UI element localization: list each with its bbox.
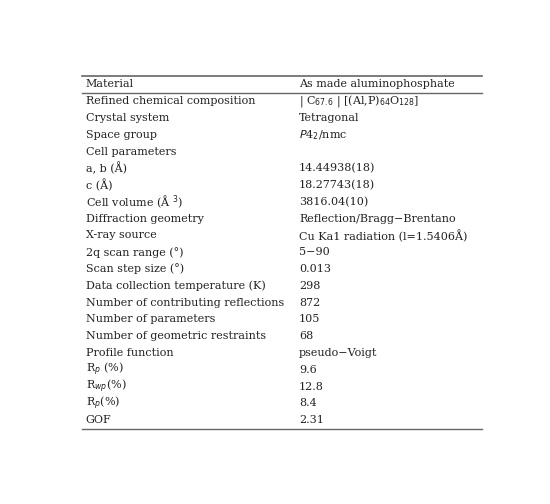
Text: R$_{p}$ (%): R$_{p}$ (%): [86, 361, 124, 379]
Text: Scan step size (°): Scan step size (°): [86, 264, 184, 275]
Text: a, b (Å): a, b (Å): [86, 162, 127, 174]
Text: c (Å): c (Å): [86, 179, 112, 192]
Text: | C$_{67.6}$ | [(Al,P)$_{64}$O$_{128}$]: | C$_{67.6}$ | [(Al,P)$_{64}$O$_{128}$]: [299, 93, 419, 109]
Text: Tetragonal: Tetragonal: [299, 113, 360, 123]
Text: Profile function: Profile function: [86, 348, 173, 358]
Text: 0.013: 0.013: [299, 264, 331, 274]
Text: X-ray source: X-ray source: [86, 230, 157, 240]
Text: Cu Ka1 radiation (l=1.5406Å): Cu Ka1 radiation (l=1.5406Å): [299, 229, 468, 242]
Text: $P$4$_2$/nmc: $P$4$_2$/nmc: [299, 128, 347, 142]
Text: GOF: GOF: [86, 415, 112, 425]
Text: R$_{wp}$(%): R$_{wp}$(%): [86, 378, 126, 395]
Text: Material: Material: [86, 80, 134, 89]
Text: 8.4: 8.4: [299, 398, 317, 408]
Text: Reflection/Bragg−Brentano: Reflection/Bragg−Brentano: [299, 214, 455, 224]
Text: Number of contributing reflections: Number of contributing reflections: [86, 298, 284, 307]
Text: Crystal system: Crystal system: [86, 113, 169, 123]
Text: 105: 105: [299, 314, 320, 325]
Text: 872: 872: [299, 298, 320, 307]
Text: 3816.04(10): 3816.04(10): [299, 197, 368, 207]
Text: As made aluminophosphate: As made aluminophosphate: [299, 80, 455, 89]
Text: R$_{p}$(%): R$_{p}$(%): [86, 395, 120, 412]
Text: Cell parameters: Cell parameters: [86, 147, 177, 157]
Text: Diffraction geometry: Diffraction geometry: [86, 214, 204, 224]
Text: Cell volume (Å $^{3}$): Cell volume (Å $^{3}$): [86, 194, 183, 210]
Text: Refined chemical composition: Refined chemical composition: [86, 96, 255, 106]
Text: Number of parameters: Number of parameters: [86, 314, 215, 325]
Text: 9.6: 9.6: [299, 365, 317, 375]
Text: 2q scan range (°): 2q scan range (°): [86, 247, 183, 258]
Text: Space group: Space group: [86, 130, 157, 140]
Text: 14.44938(18): 14.44938(18): [299, 163, 375, 173]
Text: 68: 68: [299, 331, 313, 341]
Text: 18.27743(18): 18.27743(18): [299, 180, 375, 191]
Text: 5−90: 5−90: [299, 247, 329, 257]
Text: pseudo−Voigt: pseudo−Voigt: [299, 348, 377, 358]
Text: Data collection temperature (K): Data collection temperature (K): [86, 281, 266, 291]
Text: 12.8: 12.8: [299, 382, 324, 392]
Text: Number of geometric restraints: Number of geometric restraints: [86, 331, 266, 341]
Text: 2.31: 2.31: [299, 415, 324, 425]
Text: 298: 298: [299, 281, 320, 291]
